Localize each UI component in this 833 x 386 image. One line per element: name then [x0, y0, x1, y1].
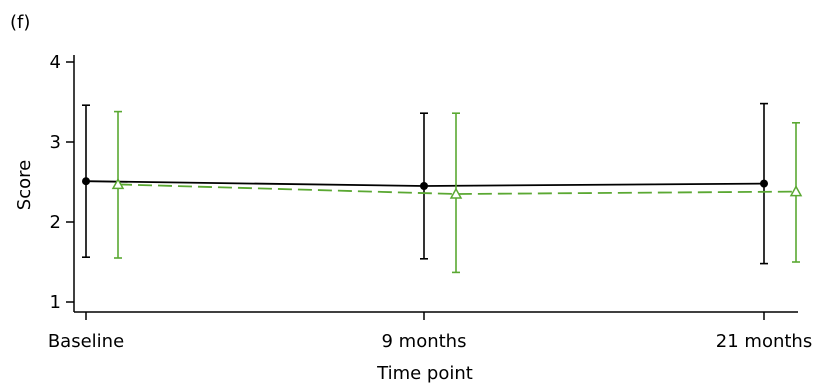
x-tick-label: Baseline [48, 331, 124, 352]
series-1 [82, 104, 768, 264]
x-axis: Baseline 9 months 21 months [48, 312, 812, 352]
plot-area [82, 104, 801, 273]
y-tick-label: 3 [50, 132, 61, 153]
y-ticks: 1 2 3 4 [50, 52, 74, 313]
data-point [791, 187, 801, 196]
x-ticks: Baseline 9 months 21 months [48, 312, 812, 352]
x-tick-label: 21 months [716, 331, 812, 352]
x-axis-title: Time point [376, 363, 473, 384]
data-point [420, 182, 428, 190]
y-tick-label: 4 [50, 52, 61, 73]
series-2 [113, 112, 801, 273]
y-axis-title: Score [14, 160, 35, 210]
x-tick-label: 9 months [382, 331, 467, 352]
y-tick-label: 1 [50, 292, 61, 313]
panel-label: (f) [10, 12, 30, 33]
y-axis: 1 2 3 4 [50, 52, 74, 313]
data-point [760, 180, 768, 188]
data-point [82, 177, 90, 185]
y-tick-label: 2 [50, 212, 61, 233]
